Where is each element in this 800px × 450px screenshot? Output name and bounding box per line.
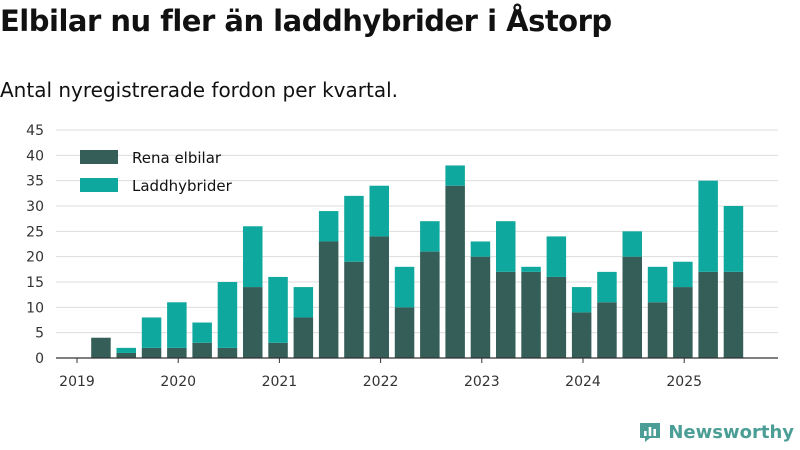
bar-rena-elbilar	[293, 317, 314, 358]
bar-laddhybrider	[546, 236, 567, 277]
bar-rena-elbilar	[723, 271, 744, 358]
bar-rena-elbilar	[268, 342, 288, 358]
x-tick-label: 2022	[363, 374, 399, 390]
legend-label: Laddhybrider	[132, 177, 233, 195]
bar-rena-elbilar	[344, 261, 364, 358]
bar-rena-elbilar	[546, 276, 567, 358]
bar-laddhybrider	[116, 347, 136, 353]
y-tick-label: 5	[35, 326, 44, 342]
bar-rena-elbilar	[394, 307, 415, 358]
bar-laddhybrider	[521, 266, 541, 272]
bar-laddhybrider	[571, 287, 592, 313]
bar-laddhybrider	[470, 241, 491, 257]
bar-rena-elbilar	[243, 287, 263, 358]
bar-rena-elbilar	[571, 312, 592, 358]
bar-laddhybrider	[344, 195, 364, 262]
bar-rena-elbilar	[698, 271, 718, 358]
bar-rena-elbilar	[445, 185, 465, 358]
y-tick-label: 30	[26, 199, 44, 215]
bar-laddhybrider	[268, 276, 288, 343]
bar-laddhybrider	[318, 211, 339, 242]
bar-rena-elbilar	[369, 236, 389, 358]
bar-rena-elbilar	[91, 337, 111, 358]
bar-laddhybrider	[597, 271, 617, 303]
bar-laddhybrider	[723, 206, 744, 272]
bar-rena-elbilar	[622, 256, 642, 358]
bar-rena-elbilar	[217, 347, 238, 358]
bar-laddhybrider	[243, 226, 263, 288]
y-tick-label: 20	[26, 250, 44, 266]
bar-laddhybrider	[369, 185, 389, 237]
bar-rena-elbilar	[116, 352, 136, 358]
bar-rena-elbilar	[192, 342, 212, 358]
y-tick-label: 0	[35, 351, 44, 367]
bar-rena-elbilar	[141, 347, 162, 358]
bar-laddhybrider	[141, 317, 162, 348]
bar-laddhybrider	[217, 282, 238, 348]
bar-rena-elbilar	[318, 241, 339, 358]
newsworthy-logo-icon	[640, 423, 661, 442]
bar-laddhybrider	[647, 266, 668, 303]
x-tick-label: 2021	[262, 374, 298, 390]
legend-swatch	[80, 178, 118, 192]
x-tick-label: 2020	[160, 374, 196, 390]
bar-rena-elbilar	[470, 256, 491, 358]
bar-laddhybrider	[420, 221, 440, 252]
y-tick-label: 25	[26, 224, 44, 240]
bar-laddhybrider	[496, 221, 516, 272]
bar-rena-elbilar	[673, 287, 693, 358]
y-tick-label: 15	[26, 275, 44, 291]
newsworthy-brand: Newsworthy	[638, 420, 794, 444]
bar-laddhybrider	[192, 322, 212, 343]
bar-laddhybrider	[622, 231, 642, 257]
bar-laddhybrider	[293, 287, 314, 318]
y-tick-label: 45	[26, 123, 44, 139]
y-tick-label: 40	[26, 148, 44, 164]
brand-name: Newsworthy	[668, 421, 794, 443]
bar-laddhybrider	[445, 165, 465, 186]
legend-swatch	[80, 150, 118, 164]
y-tick-label: 35	[26, 174, 44, 190]
x-tick-label: 2023	[464, 374, 500, 390]
bar-laddhybrider	[673, 261, 693, 288]
x-tick-label: 2025	[666, 374, 702, 390]
bar-laddhybrider	[698, 180, 718, 272]
bar-laddhybrider	[394, 266, 415, 308]
x-tick-label: 2024	[565, 374, 601, 390]
chart-title: Elbilar nu fler än laddhybrider i Åstorp	[0, 4, 612, 38]
y-tick-label: 10	[26, 300, 44, 316]
chart-subtitle: Antal nyregistrerade fordon per kvartal.	[0, 78, 399, 102]
bar-rena-elbilar	[521, 271, 541, 358]
bar-rena-elbilar	[496, 271, 516, 358]
bar-laddhybrider	[167, 302, 187, 348]
bar-rena-elbilar	[597, 302, 617, 358]
bar-rena-elbilar	[167, 347, 187, 358]
bar-rena-elbilar	[647, 302, 668, 358]
legend-label: Rena elbilar	[132, 149, 222, 167]
bar-rena-elbilar	[420, 251, 440, 358]
x-tick-label: 2019	[59, 374, 95, 390]
